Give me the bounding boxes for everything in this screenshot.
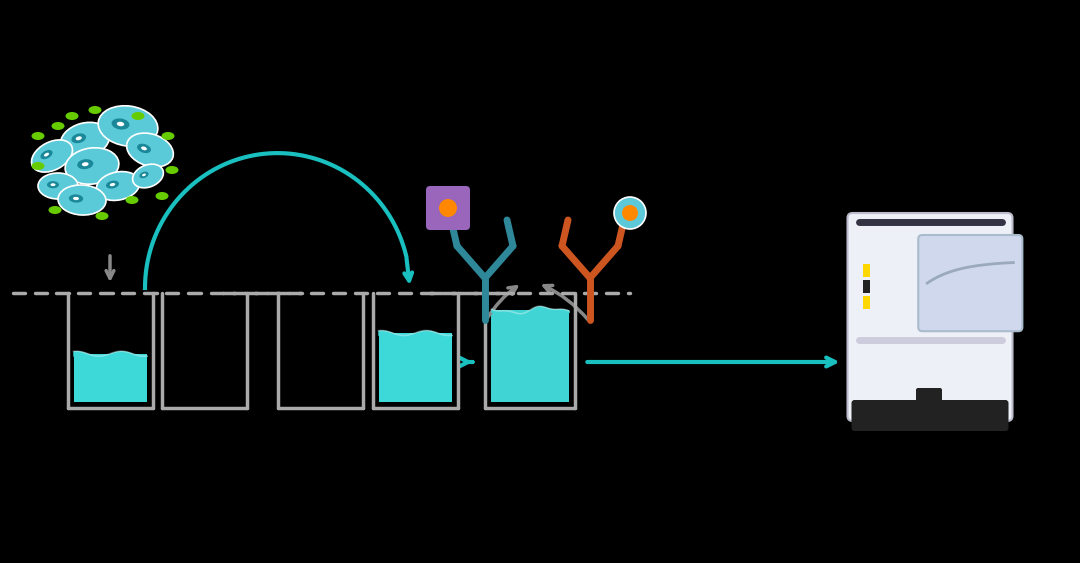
Ellipse shape xyxy=(165,166,178,174)
Ellipse shape xyxy=(69,194,83,203)
Ellipse shape xyxy=(139,172,149,178)
Ellipse shape xyxy=(76,136,82,140)
Ellipse shape xyxy=(60,122,109,158)
FancyBboxPatch shape xyxy=(426,186,470,230)
Ellipse shape xyxy=(141,146,147,150)
FancyBboxPatch shape xyxy=(916,388,942,402)
Ellipse shape xyxy=(89,106,102,114)
Ellipse shape xyxy=(31,140,72,172)
Ellipse shape xyxy=(137,144,151,153)
Bar xyxy=(863,296,869,309)
Bar xyxy=(863,264,869,277)
Ellipse shape xyxy=(125,196,138,204)
Ellipse shape xyxy=(126,133,174,167)
Ellipse shape xyxy=(96,172,139,200)
Ellipse shape xyxy=(52,122,65,130)
Ellipse shape xyxy=(132,112,145,120)
Ellipse shape xyxy=(65,148,119,184)
Ellipse shape xyxy=(73,197,79,200)
Ellipse shape xyxy=(31,132,44,140)
Ellipse shape xyxy=(40,150,53,159)
Bar xyxy=(863,280,869,293)
Ellipse shape xyxy=(48,181,59,188)
Circle shape xyxy=(438,199,457,217)
Ellipse shape xyxy=(71,133,86,143)
Ellipse shape xyxy=(66,112,79,120)
Ellipse shape xyxy=(51,184,55,186)
Ellipse shape xyxy=(110,183,116,186)
Ellipse shape xyxy=(143,173,146,176)
Ellipse shape xyxy=(77,159,93,169)
FancyBboxPatch shape xyxy=(848,213,1013,421)
FancyBboxPatch shape xyxy=(851,400,1009,431)
Ellipse shape xyxy=(95,212,108,220)
FancyBboxPatch shape xyxy=(73,354,147,402)
FancyBboxPatch shape xyxy=(491,310,569,402)
Ellipse shape xyxy=(106,181,119,189)
Ellipse shape xyxy=(31,162,44,170)
Ellipse shape xyxy=(49,206,62,214)
Ellipse shape xyxy=(44,153,49,157)
Ellipse shape xyxy=(38,173,78,199)
FancyBboxPatch shape xyxy=(378,333,451,402)
Ellipse shape xyxy=(82,162,89,166)
Ellipse shape xyxy=(98,106,158,146)
Ellipse shape xyxy=(156,192,168,200)
Circle shape xyxy=(622,205,638,221)
Circle shape xyxy=(615,197,646,229)
Ellipse shape xyxy=(133,164,163,188)
Ellipse shape xyxy=(58,185,106,215)
FancyBboxPatch shape xyxy=(918,235,1023,331)
Ellipse shape xyxy=(111,118,130,129)
Ellipse shape xyxy=(162,132,175,140)
Ellipse shape xyxy=(117,122,124,126)
